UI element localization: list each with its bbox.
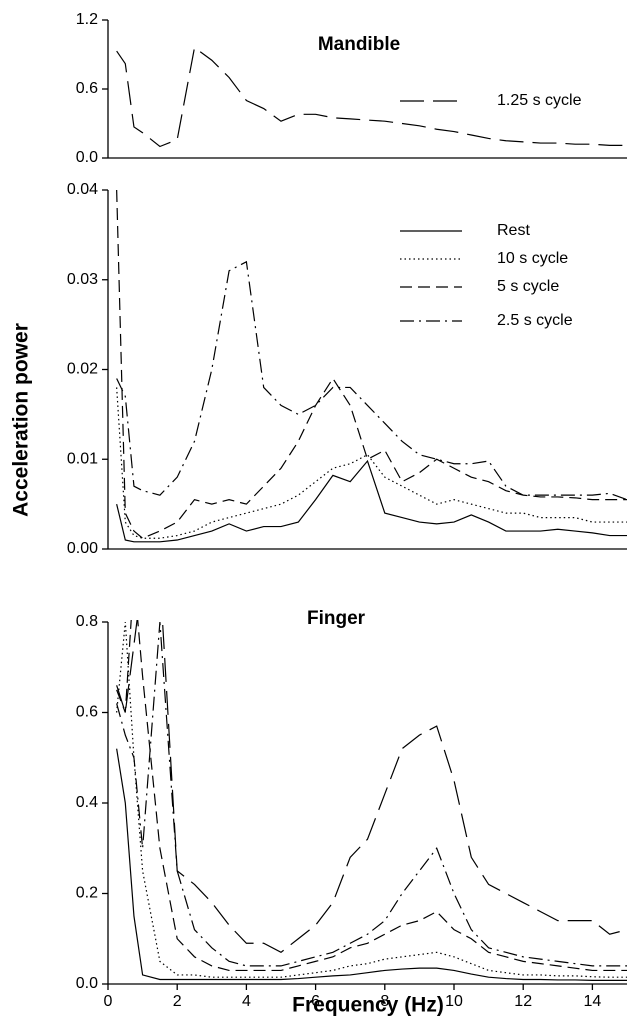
x-tick-label: 2 bbox=[173, 993, 182, 1010]
y-tick-label: 0.01 bbox=[67, 450, 98, 467]
x-tick-label: 0 bbox=[104, 993, 113, 1010]
y-tick-label: 0.2 bbox=[76, 885, 98, 902]
series-line bbox=[116, 46, 627, 148]
y-tick-label: 0.0 bbox=[76, 149, 98, 166]
x-tick-label: 12 bbox=[514, 993, 532, 1010]
series-line bbox=[116, 387, 627, 539]
series-line bbox=[116, 459, 627, 543]
y-axis-label: Acceleration power bbox=[10, 323, 33, 517]
y-tick-label: 1.2 bbox=[76, 11, 98, 28]
x-tick-label: 14 bbox=[584, 993, 602, 1010]
x-tick-label: 4 bbox=[242, 993, 251, 1010]
series-line bbox=[116, 260, 628, 501]
legend-label: Rest bbox=[497, 222, 530, 239]
x-tick-label: 6 bbox=[311, 993, 320, 1010]
y-tick-label: 0.00 bbox=[67, 540, 98, 557]
x-tick-label: 8 bbox=[380, 993, 389, 1010]
series-line bbox=[116, 189, 627, 539]
y-tick-label: 0.8 bbox=[76, 613, 98, 630]
y-tick-label: 0.6 bbox=[76, 80, 98, 97]
x-axis-label: Frequency (Hz) bbox=[292, 994, 444, 1017]
series-line bbox=[116, 621, 627, 967]
legend-label: 1.25 s cycle bbox=[497, 92, 582, 109]
y-tick-label: 0.4 bbox=[76, 794, 98, 811]
x-tick-label: 10 bbox=[445, 993, 463, 1010]
y-tick-label: 0.03 bbox=[67, 271, 98, 288]
series-line bbox=[116, 620, 627, 972]
legend-label: 2.5 s cycle bbox=[497, 312, 573, 329]
panel: 0.00 0.01 0.02 0.03 0.04 Acceleration power Re… bbox=[10, 181, 628, 557]
legend-label: 10 s cycle bbox=[497, 250, 568, 267]
panel: 0.0 0.2 0.4 0.6 0.8 0 2 4 6 8 10 12 14 Finger Frequenc… bbox=[76, 608, 628, 1017]
legend-label: 5 s cycle bbox=[497, 278, 559, 295]
series-line bbox=[116, 620, 628, 954]
y-tick-label: 0.0 bbox=[76, 975, 98, 992]
series-line bbox=[116, 748, 627, 981]
panel-title: Mandible bbox=[318, 34, 400, 55]
y-tick-label: 0.02 bbox=[67, 361, 98, 378]
panel: 0.0 0.6 1.2 Mandible 1.25 s cycle bbox=[76, 11, 627, 166]
y-tick-label: 0.04 bbox=[67, 181, 98, 198]
y-tick-label: 0.6 bbox=[76, 704, 98, 721]
panel-title: Finger bbox=[307, 608, 366, 629]
